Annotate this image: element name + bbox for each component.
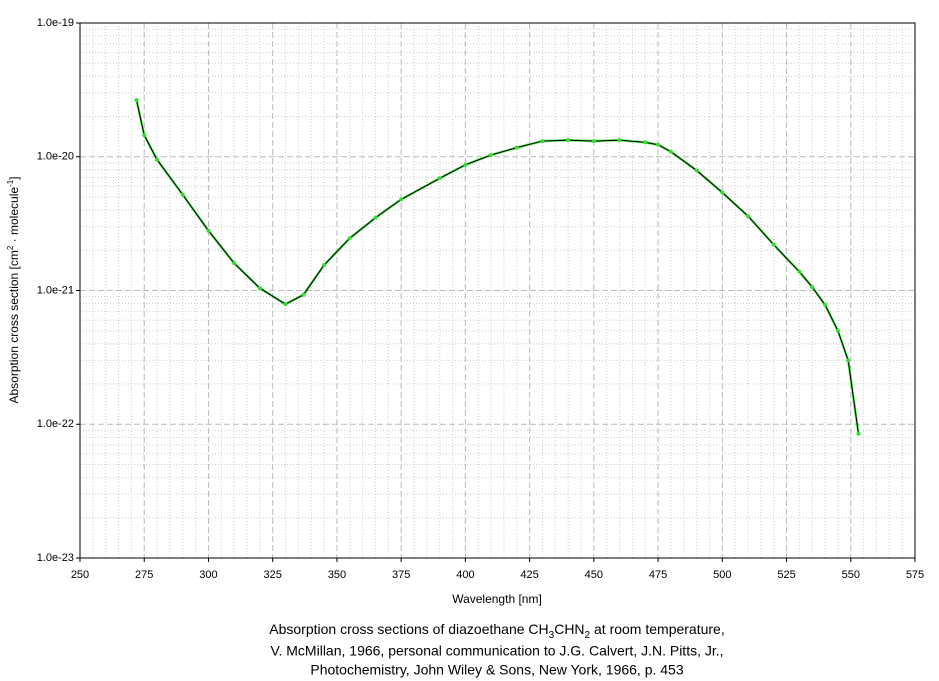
data-point	[301, 292, 306, 297]
x-tick-label: 375	[392, 569, 410, 581]
data-point	[540, 139, 545, 144]
y-label-part: -1	[6, 179, 15, 187]
x-tick-label: 275	[135, 569, 153, 581]
data-point	[155, 157, 160, 162]
title-part: 3	[549, 630, 555, 641]
data-point	[771, 242, 776, 247]
x-tick-label: 500	[713, 569, 731, 581]
data-point	[180, 192, 185, 197]
data-point	[206, 228, 211, 233]
y-tick-label: 1.0e-19	[37, 17, 74, 29]
data-point	[835, 328, 840, 333]
chart-title: Absorption cross sections of diazoethane…	[269, 621, 724, 641]
data-point	[746, 214, 750, 219]
title-part: CHN	[554, 621, 584, 637]
y-label-part: · molecule	[7, 187, 21, 246]
caption-line: V. McMillan, 1966, personal communicatio…	[270, 643, 723, 659]
data-point	[514, 145, 519, 150]
data-point	[347, 236, 352, 241]
plot-border	[79, 22, 916, 559]
data-point	[322, 263, 327, 268]
x-tick-label: 300	[199, 569, 217, 581]
data-point	[797, 269, 802, 274]
y-label-part: Absorption cross section [cm	[7, 250, 21, 403]
x-tick-label: 575	[906, 569, 924, 581]
x-tick-label: 475	[649, 569, 667, 581]
data-point	[373, 215, 378, 220]
data-point	[142, 133, 147, 138]
data-point	[591, 139, 596, 144]
x-tick-label: 400	[456, 569, 474, 581]
data-point	[694, 168, 699, 173]
data-point	[856, 431, 861, 436]
title-part: 2	[585, 630, 591, 641]
data-point	[437, 176, 442, 181]
data-point	[566, 138, 571, 143]
data-point	[463, 162, 468, 167]
data-point	[823, 302, 828, 307]
data-point	[257, 286, 262, 291]
data-point	[283, 302, 288, 307]
x-axis-label: Wavelength [nm]	[452, 592, 542, 606]
data-point	[489, 153, 494, 158]
title-part: at room temperature,	[590, 621, 725, 637]
y-axis-label: Absorption cross section [cm2 · molecule…	[6, 176, 22, 403]
data-point	[617, 138, 622, 143]
data-point	[232, 261, 237, 266]
data-point	[643, 140, 648, 145]
x-tick-label: 325	[264, 569, 282, 581]
x-tick-label: 525	[777, 569, 795, 581]
data-point	[846, 358, 851, 363]
x-tick-label: 250	[71, 569, 89, 581]
data-line	[136, 100, 859, 434]
x-tick-label: 450	[585, 569, 603, 581]
x-tick-label: 425	[520, 569, 538, 581]
data-point	[668, 149, 673, 154]
data-point	[720, 190, 725, 195]
data-point	[399, 197, 404, 202]
data-point	[134, 98, 139, 103]
caption-line: Photochemistry, John Wiley & Sons, New Y…	[310, 662, 683, 678]
data-point	[656, 142, 661, 147]
x-tick-label: 350	[328, 569, 346, 581]
y-label-part: ]	[7, 176, 21, 179]
title-part: Absorption cross sections of diazoethane…	[269, 621, 548, 637]
y-tick-label: 1.0e-20	[37, 151, 74, 163]
y-tick-label: 1.0e-22	[37, 418, 74, 430]
y-label-part: 2	[6, 245, 15, 250]
data-point	[810, 285, 815, 290]
y-tick-label: 1.0e-21	[37, 284, 74, 296]
x-tick-label: 550	[842, 569, 860, 581]
y-tick-label: 1.0e-23	[37, 552, 74, 564]
